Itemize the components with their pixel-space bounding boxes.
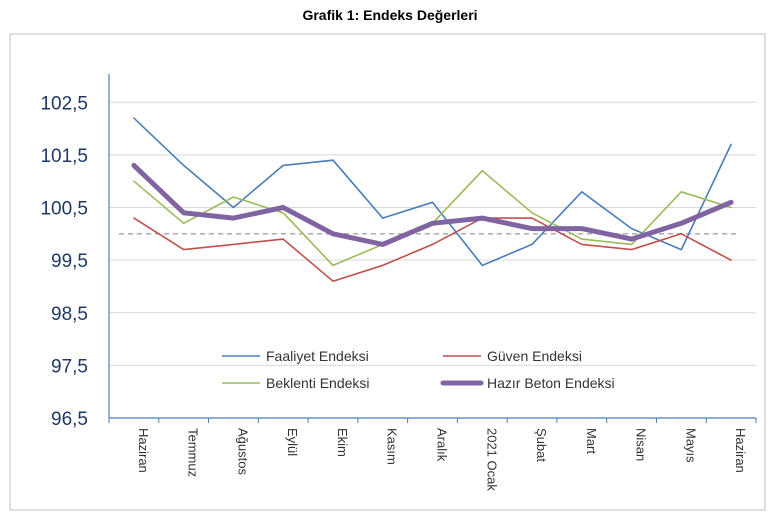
y-tick-label: 99,5 <box>51 251 88 272</box>
x-tick-label: Nisan <box>634 428 649 461</box>
grid-lines <box>109 101 756 366</box>
x-tick-label: Temmuz <box>186 428 201 477</box>
y-tick-label: 100,5 <box>40 199 88 220</box>
x-tick-label: Haziran <box>733 428 748 473</box>
chart-frame <box>9 33 766 511</box>
series-line-1 <box>133 217 732 283</box>
y-tick-label: 102,5 <box>40 93 88 114</box>
x-tick-label: Mayıs <box>683 428 698 463</box>
y-tick-label: 96,5 <box>51 409 88 430</box>
y-tick-label: 101,5 <box>40 146 88 167</box>
x-tick-label: Aralık <box>435 428 450 462</box>
x-tick-label: Haziran <box>136 428 151 473</box>
legend-label: Beklenti Endeksi <box>266 375 370 391</box>
x-tick-label: Ağustos <box>235 428 250 475</box>
y-tick-label: 97,5 <box>51 356 88 377</box>
y-tick-label: 98,5 <box>51 304 88 325</box>
legend-label: Güven Endeksi <box>487 348 582 364</box>
series-line-0 <box>133 117 732 267</box>
x-tick-label: Kasım <box>385 428 400 465</box>
x-tick-label: Eylül <box>285 428 300 456</box>
x-tick-label: Ekim <box>335 428 350 457</box>
axes <box>108 74 757 423</box>
chart-title: Grafik 1: Endeks Değerleri <box>302 7 478 23</box>
x-tick-label: Mart <box>584 428 599 454</box>
x-tick-label: Şubat <box>534 428 549 462</box>
legend-label: Hazır Beton Endeksi <box>487 375 615 391</box>
x-tick-label: 2021 Ocak <box>484 428 499 491</box>
legend: Faaliyet Endeksi Güven Endeksi Beklenti En… <box>222 348 615 391</box>
y-tick-labels: 96,5 97,5 98,5 99,5 100,5 101,5 102,5 <box>40 93 88 430</box>
legend-label: Faaliyet Endeksi <box>266 348 369 364</box>
series-line-3 <box>131 162 734 247</box>
x-tick-labels: Haziran Temmuz Ağustos Eylül Ekim Kasım Aralık… <box>136 428 748 491</box>
series-group <box>131 117 734 283</box>
